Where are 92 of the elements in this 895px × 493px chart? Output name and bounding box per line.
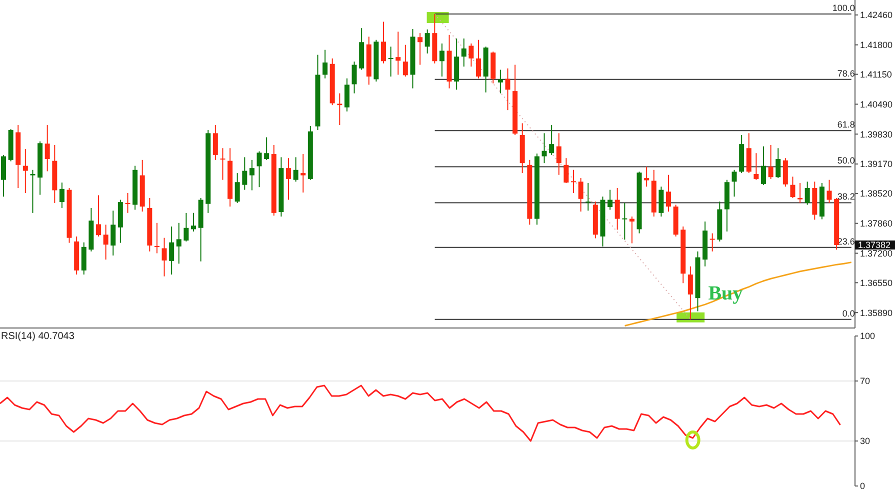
candlestick bbox=[110, 210, 116, 256]
candlestick bbox=[352, 61, 357, 94]
candlestick bbox=[666, 174, 671, 212]
y-tick-label: 1.37860 bbox=[860, 218, 893, 229]
candlestick bbox=[191, 212, 196, 232]
candlestick bbox=[424, 28, 430, 54]
candlestick bbox=[381, 21, 386, 64]
candlestick bbox=[249, 159, 254, 191]
candlestick bbox=[542, 132, 547, 164]
candlestick bbox=[564, 158, 569, 184]
ref-line-label: 61.8 bbox=[837, 120, 855, 130]
ref-line-label: 38.2 bbox=[837, 192, 855, 202]
candlestick bbox=[22, 148, 28, 194]
ref-line-label: 78.6 bbox=[837, 68, 855, 78]
candlestick bbox=[96, 194, 101, 237]
candlestick bbox=[622, 202, 628, 240]
y-tick-label: 100 bbox=[860, 331, 876, 342]
candlestick bbox=[688, 266, 693, 320]
y-tick-label: 1.35890 bbox=[860, 308, 893, 318]
y-tick-label: 0 bbox=[860, 481, 866, 492]
candlestick bbox=[388, 46, 394, 78]
y-tick-label: 70 bbox=[860, 376, 870, 386]
candlestick bbox=[804, 181, 810, 206]
candlestick bbox=[614, 188, 620, 230]
y-tick-label: 1.41800 bbox=[860, 40, 893, 50]
candlestick bbox=[125, 192, 130, 214]
candlestick bbox=[761, 146, 766, 186]
candlestick bbox=[629, 216, 634, 244]
candlestick bbox=[505, 68, 510, 111]
candlestick bbox=[103, 224, 108, 260]
candlestick bbox=[578, 178, 584, 212]
candlestick bbox=[154, 222, 160, 254]
y-tick-label: 1.40490 bbox=[860, 99, 893, 110]
candlestick bbox=[586, 182, 591, 212]
candlestick bbox=[322, 49, 328, 79]
candlestick bbox=[608, 189, 613, 210]
candlestick bbox=[658, 186, 664, 218]
candlestick bbox=[176, 222, 182, 264]
candlestick bbox=[418, 32, 423, 66]
candlestick bbox=[549, 124, 554, 156]
candlestick bbox=[798, 182, 803, 204]
candlestick bbox=[710, 232, 715, 252]
candlestick bbox=[220, 148, 226, 180]
line-series bbox=[624, 262, 852, 326]
y-tick-label: 1.41150 bbox=[860, 69, 892, 80]
candlestick bbox=[498, 69, 503, 94]
candlestick bbox=[293, 156, 298, 182]
candlestick bbox=[790, 176, 796, 198]
candlestick bbox=[826, 179, 832, 204]
y-tick-label: 1.36550 bbox=[860, 278, 893, 288]
candlestick bbox=[256, 150, 262, 188]
y-tick-label: 1.39830 bbox=[860, 129, 893, 140]
candlestick bbox=[300, 154, 306, 194]
candlestick bbox=[212, 124, 218, 160]
y-tick-label: 1.42460 bbox=[860, 10, 893, 20]
y-tick-label: 1.39170 bbox=[860, 159, 893, 170]
candlestick bbox=[337, 92, 342, 126]
candlestick bbox=[571, 169, 576, 194]
candlestick bbox=[396, 31, 401, 76]
candlestick bbox=[754, 152, 759, 180]
candlestick bbox=[286, 158, 291, 200]
candlestick bbox=[30, 169, 36, 214]
candlestick bbox=[439, 42, 444, 78]
candlestick bbox=[468, 42, 474, 68]
y-tick-label: 1.37200 bbox=[860, 248, 893, 258]
candlestick bbox=[44, 124, 50, 172]
candlestick bbox=[234, 172, 240, 204]
candlestick bbox=[644, 166, 650, 188]
candlestick bbox=[776, 148, 781, 179]
candlestick bbox=[476, 39, 481, 79]
chart-title: RSI(14) 40.7043 bbox=[1, 331, 74, 342]
candlestick bbox=[768, 144, 774, 180]
candlestick bbox=[556, 132, 562, 176]
candlestick bbox=[264, 136, 270, 160]
candlestick bbox=[242, 156, 248, 190]
y-tick-label: 30 bbox=[860, 436, 870, 446]
text: 1.37382 bbox=[858, 240, 891, 250]
candlestick bbox=[732, 169, 737, 198]
candlestick bbox=[1, 154, 6, 198]
candlestick bbox=[169, 226, 174, 276]
ref-line-label: 50.0 bbox=[837, 156, 855, 166]
candlestick bbox=[402, 44, 408, 78]
candlestick bbox=[344, 78, 350, 112]
candlestick bbox=[461, 38, 466, 68]
y-tick-label: 1.38520 bbox=[860, 188, 893, 199]
ref-line-label: 100.0 bbox=[832, 3, 855, 14]
candlestick bbox=[184, 212, 189, 242]
candlestick bbox=[81, 242, 86, 276]
candlestick bbox=[59, 182, 64, 208]
candlestick bbox=[746, 132, 752, 174]
ref-line-label: 0.0 bbox=[842, 308, 855, 318]
candlestick bbox=[162, 237, 167, 277]
